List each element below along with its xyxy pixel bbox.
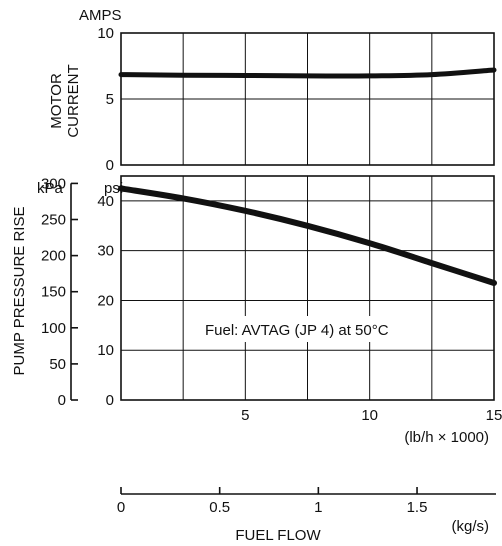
kpa-tick-label: 200 bbox=[41, 248, 66, 265]
kgs-unit-label: (kg/s) bbox=[452, 518, 490, 535]
lbh-x-unit-label: (lb/h × 1000) bbox=[404, 429, 489, 446]
kpa-tick-label: 300 bbox=[41, 175, 66, 192]
kpa-tick-label: 0 bbox=[58, 392, 66, 409]
motor-current-axis-label-line-2: CURRENT bbox=[65, 64, 82, 137]
x-tick-label: 10 bbox=[361, 407, 378, 424]
y-tick-label: 0 bbox=[106, 157, 114, 174]
lbh-x-ticks: 5 10 15 bbox=[241, 407, 502, 424]
x-tick-label: 15 bbox=[486, 407, 502, 424]
kgs-tick-label: 0.5 bbox=[209, 499, 230, 516]
y-tick-label: 10 bbox=[97, 342, 114, 359]
motor-current-gridlines bbox=[121, 33, 494, 165]
kpa-unit-label: kPa bbox=[37, 180, 64, 197]
psi-unit-label: psi bbox=[104, 180, 123, 197]
kgs-x-ticks: 0 0.5 1 1.5 bbox=[117, 487, 428, 516]
kpa-tick-label: 100 bbox=[41, 320, 66, 337]
y-tick-label: 40 bbox=[97, 193, 114, 210]
pressure-panel: kPa psi PUMP PRESSURE RISE 0501001502002… bbox=[11, 175, 502, 446]
fuel-annotation: Fuel: AVTAG (JP 4) at 50°C bbox=[205, 322, 389, 339]
motor-current-curve bbox=[118, 67, 497, 79]
kpa-tick-label: 150 bbox=[41, 284, 66, 301]
kpa-secondary-axis: 0 50 100 150 200 250 300 bbox=[41, 175, 78, 409]
motor-current-panel: AMPS MOTOR CURRENT 0 5 10 bbox=[48, 7, 497, 174]
annotation-background bbox=[196, 316, 426, 342]
motor-current-plot-frame bbox=[120, 32, 495, 166]
psi-y-ticks: 0 10 20 30 40 bbox=[97, 193, 114, 409]
motor-current-unit-label: AMPS bbox=[79, 7, 122, 24]
kgs-tick-label: 1 bbox=[314, 499, 322, 516]
pressure-axis-label: PUMP PRESSURE RISE bbox=[11, 207, 28, 376]
y-tick-label: 30 bbox=[97, 243, 114, 260]
kgs-tick-label: 1.5 bbox=[407, 499, 428, 516]
y-tick-label: 20 bbox=[97, 292, 114, 309]
pressure-curve bbox=[118, 185, 497, 286]
y-tick-label: 0 bbox=[106, 392, 114, 409]
pressure-plot-frame bbox=[120, 175, 495, 401]
x-tick-label: 5 bbox=[241, 407, 249, 424]
kgs-axis-group: 0 0.5 1 1.5 (kg/s) FUEL FLOW bbox=[117, 487, 496, 544]
kpa-tick-label: 50 bbox=[49, 356, 66, 373]
fuel-flow-axis-label: FUEL FLOW bbox=[235, 527, 321, 544]
y-tick-label: 5 bbox=[106, 91, 114, 108]
motor-current-axis-label-line-1: MOTOR bbox=[48, 73, 65, 129]
pressure-gridlines bbox=[121, 176, 494, 400]
kgs-tick-label: 0 bbox=[117, 499, 125, 516]
kpa-tick-label: 250 bbox=[41, 212, 66, 229]
y-tick-label: 10 bbox=[97, 25, 114, 42]
motor-current-y-ticks: 0 5 10 bbox=[97, 25, 114, 174]
